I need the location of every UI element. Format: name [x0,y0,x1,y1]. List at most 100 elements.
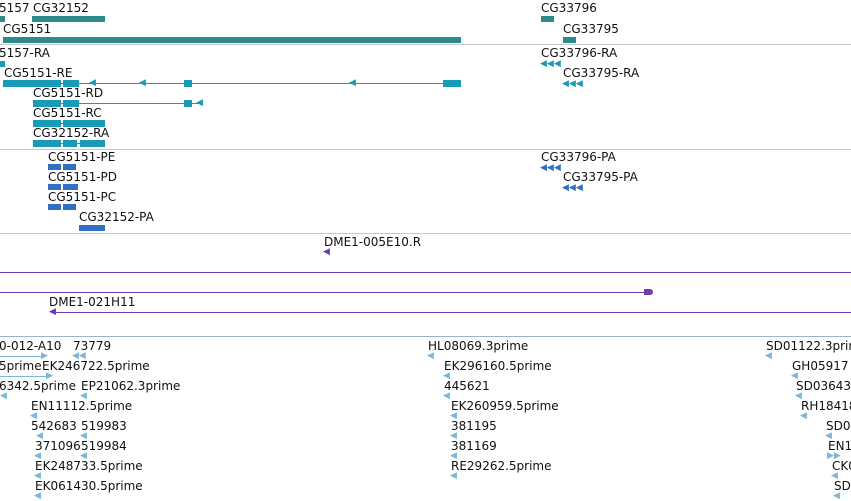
est-label[interactable]: 381169 [451,439,497,453]
clone-label[interactable]: DME1-005E10.R [324,235,422,249]
transcript-exon[interactable] [63,80,79,87]
transcript-label[interactable]: CG5151-RE [4,66,73,80]
strand-arrow-icon: ◀ [34,451,41,461]
protein-feature[interactable] [48,184,61,190]
transcript-label[interactable]: 5157-RA [0,46,50,60]
strand-arrow-icon: ◀ [800,411,807,421]
protein-feature[interactable] [79,225,105,231]
strand-arrow-icon: ◀ [831,471,838,481]
est-label[interactable]: SD [834,479,851,493]
transcript-label[interactable]: CG32152-RA [33,126,110,140]
est-label[interactable]: EN11112.5prime [31,399,133,413]
protein-label[interactable]: CG32152-PA [79,210,154,224]
transcript-label[interactable]: CG5151-RC [33,106,102,120]
strand-arrow-icon: ▶ [46,371,53,381]
strand-arrow-icon[interactable]: ◀ [323,247,330,257]
est-line[interactable] [0,376,50,377]
transcript-label[interactable]: CG33796-RA [541,46,618,60]
strand-arrow-icon: ◀ [427,351,434,361]
protein-label[interactable]: CG33796-PA [541,150,616,164]
est-label[interactable]: 5prime [0,359,42,373]
clone-line[interactable] [0,272,851,273]
strand-arrow-icon[interactable]: ◀◀◀ [540,163,561,173]
protein-feature[interactable] [48,164,61,170]
transcript-exon[interactable] [33,100,61,107]
gene-label[interactable]: CG33796 [541,1,597,15]
protein-feature[interactable] [63,164,76,170]
est-label[interactable]: 6342.5prime [0,379,76,393]
est-label[interactable]: RE29262.5prime [451,459,552,473]
protein-label[interactable]: CG5151-PD [48,170,118,184]
est-label[interactable]: EK246722.5prime [42,359,150,373]
gene-label[interactable]: 5157 [0,1,30,15]
est-label[interactable]: EK296160.5prime [444,359,552,373]
transcript-exon[interactable] [33,140,61,147]
strand-arrow-icon[interactable]: ◀◀◀ [562,183,583,193]
transcript-label[interactable]: CG5151-RD [33,86,104,100]
est-label[interactable]: EP21062.3prime [81,379,181,393]
protein-feature[interactable] [63,184,78,190]
gene-feature[interactable] [3,37,461,43]
gene-label[interactable]: CG33795 [563,22,619,36]
strand-arrow-icon: ◀ [795,391,802,401]
strand-arrow-icon: ◀◀ [72,351,86,361]
strand-arrow-icon: ◀ [443,391,450,401]
gene-feature[interactable] [0,16,5,22]
est-label[interactable]: 0-012-A10 [0,339,62,353]
est-label[interactable]: 542683 [31,419,77,433]
est-label[interactable]: GH05917 [792,359,849,373]
est-label[interactable]: CK0 [832,459,851,473]
transcript-exon[interactable] [63,100,79,107]
est-label[interactable]: RH18418 [801,399,851,413]
transcript-exon[interactable] [80,140,105,147]
transcript-intron-line [3,83,461,84]
gene-feature[interactable] [541,16,554,22]
est-label[interactable]: EK260959.5prime [451,399,559,413]
protein-label[interactable]: CG5151-PC [48,190,117,204]
gene-feature[interactable] [563,37,576,43]
strand-arrow-icon: ◀ [450,411,457,421]
protein-label[interactable]: CG5151-PE [48,150,116,164]
est-line[interactable] [0,356,45,357]
transcript-exon[interactable] [184,80,192,87]
protein-feature[interactable] [63,204,76,210]
strand-arrow-icon: ◀ [443,371,450,381]
est-label[interactable]: 371096 [35,439,81,453]
est-label[interactable]: EN1 [828,439,851,453]
est-label[interactable]: EK248733.5prime [35,459,143,473]
transcript-feature[interactable] [0,61,5,67]
transcript-exon[interactable] [3,80,61,87]
clone-line[interactable] [52,312,851,313]
strand-arrow-icon[interactable]: ◀◀◀ [562,79,583,89]
est-label[interactable]: 381195 [451,419,497,433]
protein-label[interactable]: CG33795-PA [563,170,638,184]
est-label[interactable]: SD0 [826,419,851,433]
transcript-exon[interactable] [63,120,105,127]
gene-label[interactable]: CG5151 [3,22,52,36]
clone-label[interactable]: DME1-021H11 [49,295,136,309]
strand-arrow-icon: ◀ [833,491,840,501]
strand-arrow-icon: ◀ [196,98,203,108]
transcript-exon[interactable] [33,120,61,127]
est-label[interactable]: 519983 [81,419,127,433]
clone-line[interactable] [0,292,648,293]
transcript-exon[interactable] [443,80,461,87]
track-separator-transcripts [0,149,851,150]
strand-arrow-icon[interactable]: ◀◀◀ [540,59,561,69]
gene-label[interactable]: CG32152 [33,1,89,15]
est-label[interactable]: 445621 [444,379,490,393]
est-label[interactable]: 519984 [81,439,127,453]
est-label[interactable]: EK061430.5prime [35,479,143,493]
est-label[interactable]: SD03643 [796,379,851,393]
track-separator-proteins [0,233,851,234]
est-label[interactable]: HL08069.3prime [428,339,529,353]
clone-feature[interactable] [644,289,653,295]
est-label[interactable]: 73779 [73,339,112,353]
transcript-label[interactable]: CG33795-RA [563,66,640,80]
gene-feature[interactable] [32,16,105,22]
est-label[interactable]: SD01122.3prime [766,339,851,353]
transcript-exon[interactable] [63,140,77,147]
transcript-exon[interactable] [184,100,192,107]
strand-arrow-icon: ◀ [139,78,146,88]
protein-feature[interactable] [48,204,61,210]
